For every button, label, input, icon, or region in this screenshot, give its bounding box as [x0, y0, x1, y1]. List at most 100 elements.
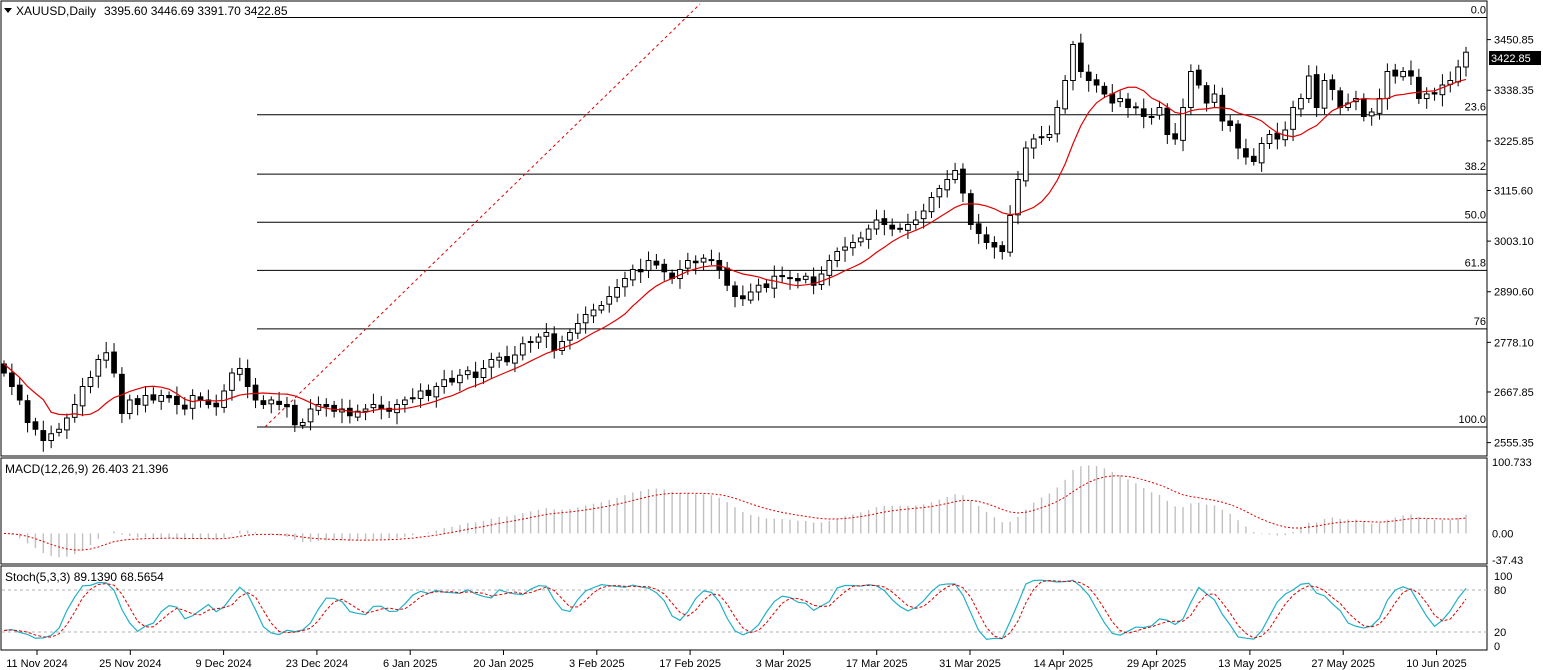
candle-body [1313, 74, 1320, 108]
candle-body [9, 372, 15, 387]
candle-body [1, 363, 7, 374]
candle-body [559, 341, 565, 351]
candle-body [134, 398, 141, 405]
candle-body [284, 404, 290, 408]
macd-tick-label: 0.00 [1492, 528, 1513, 540]
candle-body [1062, 80, 1068, 110]
price-tick-label: 2555.35 [1494, 438, 1534, 450]
date-label: 20 Jan 2025 [473, 658, 534, 670]
candle-body [1266, 134, 1273, 144]
candle-body [952, 170, 958, 180]
candle-body [1392, 69, 1399, 77]
candle-body [1250, 155, 1257, 162]
candle-body [71, 404, 78, 418]
candle-body [834, 251, 841, 261]
fib-label: 100.0 [1458, 414, 1486, 426]
candle-body [16, 384, 23, 401]
candle-body [1022, 147, 1029, 182]
price-tick-label: 3450.85 [1494, 35, 1534, 47]
macd-signal-line [3, 475, 1467, 551]
candle-body [1408, 70, 1414, 77]
macd-tick-label: 100.733 [1492, 457, 1532, 469]
candle-body [24, 400, 31, 423]
candle-body [449, 377, 455, 383]
candle-body [1203, 85, 1210, 104]
axes: 3450.85 3338.35 3225.85 3115.60 3003.10 2890.… [6, 35, 1534, 670]
candle-body [928, 197, 935, 213]
candles [1, 33, 1469, 452]
macd-label: MACD(12,26,9) 26.403 21.396 [5, 462, 169, 476]
stoch-signal-line [3, 580, 1467, 640]
price-tick-label: 3115.60 [1494, 185, 1533, 197]
stoch-tick-label: 0 [1494, 641, 1500, 653]
candle-body [40, 430, 47, 442]
candle-body [268, 399, 275, 405]
date-label: 23 Dec 2024 [286, 658, 348, 670]
candle-body [700, 257, 707, 263]
candle-body [724, 267, 730, 286]
candle-body [865, 228, 872, 240]
candle-body [850, 242, 856, 249]
candle-body [755, 284, 762, 293]
candle-body [606, 296, 613, 305]
candle-body [64, 417, 70, 431]
candle-body [1133, 106, 1139, 109]
candle-body [425, 389, 432, 397]
candle-body [1015, 179, 1021, 216]
fib-label: 38.2 [1465, 161, 1486, 173]
candle-body [1400, 71, 1406, 78]
candle-body [213, 402, 220, 408]
candle-body [103, 352, 110, 361]
candle-body [692, 260, 699, 264]
candle-body [842, 246, 848, 251]
candle-body [150, 394, 157, 401]
candle-body [590, 309, 597, 317]
candle-body [299, 422, 306, 426]
macd-plot [3, 465, 1467, 558]
macd-tick-label: -37.43 [1492, 555, 1523, 567]
candle-body [1321, 80, 1328, 109]
candle-body [1156, 107, 1163, 116]
candle-body [1423, 93, 1430, 99]
fib-label: 61.8 [1465, 257, 1486, 269]
candle-body [1046, 134, 1053, 138]
trend-line [264, 3, 701, 428]
candle-body [810, 276, 817, 286]
candle-body [1211, 93, 1218, 103]
price-tick-label: 3338.35 [1494, 85, 1534, 97]
date-label: 31 Mar 2025 [939, 658, 1001, 670]
date-label: 27 May 2025 [1311, 658, 1375, 670]
candle-body [402, 399, 408, 405]
stoch-tick-label: 80 [1494, 585, 1506, 597]
candle-body [370, 404, 377, 409]
candle-body [999, 245, 1006, 252]
candle-body [1070, 44, 1076, 81]
candle-body [1360, 98, 1367, 118]
candle-body [433, 386, 440, 398]
stochastic-plot [2, 579, 1487, 640]
candle-body [95, 359, 102, 377]
candle-body [32, 421, 39, 430]
candle-body [889, 224, 896, 230]
candle-body [480, 368, 487, 378]
candle-body [181, 404, 188, 410]
candle-body [409, 397, 416, 400]
dropdown-triangle-icon[interactable] [4, 8, 12, 13]
candle-body [79, 386, 86, 407]
candle-body [991, 242, 998, 248]
candle-body [567, 332, 573, 341]
candle-body [1085, 71, 1092, 82]
candle-body [1368, 111, 1375, 117]
candle-body [763, 283, 770, 288]
candle-body [582, 314, 589, 324]
symbol-label: XAUUSD,Daily [16, 4, 96, 18]
date-label: 13 May 2025 [1218, 658, 1282, 670]
candle-body [252, 384, 259, 401]
candle-body [354, 410, 361, 418]
candle-body [1007, 215, 1013, 253]
candle-body [276, 400, 282, 406]
candle-body [912, 219, 919, 225]
ohlc-label: 3395.60 3446.69 3391.70 3422.85 [104, 4, 288, 18]
candle-body [166, 395, 172, 399]
candle-body [1290, 107, 1296, 130]
